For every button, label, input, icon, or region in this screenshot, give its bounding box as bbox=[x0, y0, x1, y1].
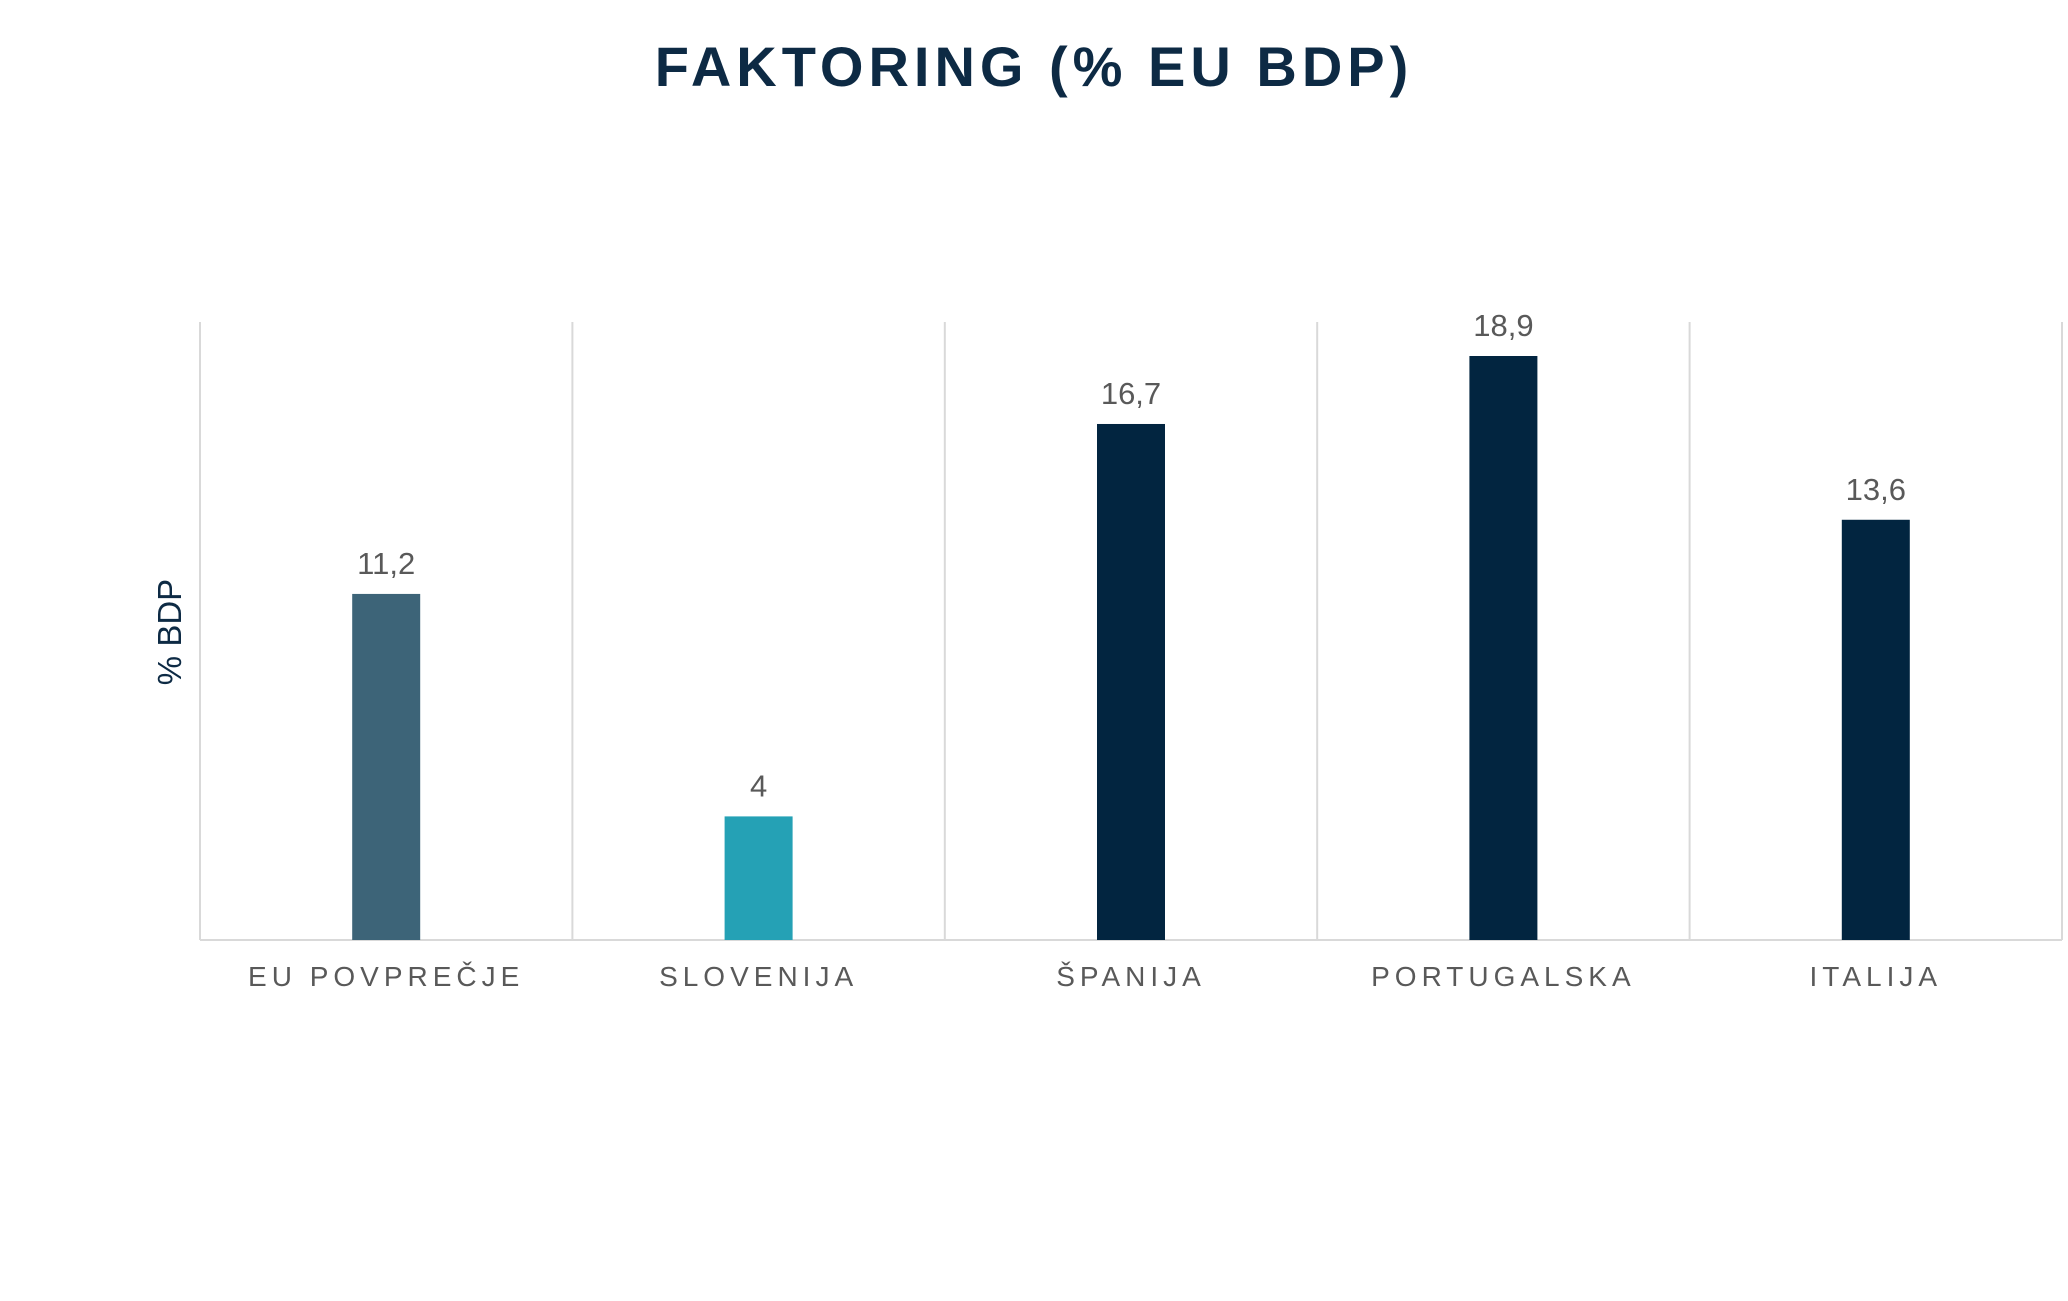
bar bbox=[724, 816, 793, 940]
category-label: ITALIJA bbox=[1810, 961, 1943, 992]
bar bbox=[1841, 519, 1910, 940]
data-label: 4 bbox=[750, 768, 767, 803]
category-label: SLOVENIJA bbox=[659, 961, 858, 992]
bars-group bbox=[352, 356, 1910, 940]
chart-title: FAKTORING (% EU BDP) bbox=[655, 35, 1414, 98]
data-labels-group: 11,2 4 16,7 18,9 13,6 bbox=[357, 308, 1906, 803]
bar bbox=[1097, 423, 1165, 940]
data-label: 13,6 bbox=[1846, 472, 1906, 507]
category-label: ŠPANIJA bbox=[1056, 961, 1206, 992]
bar bbox=[1469, 356, 1538, 940]
y-axis-label: % BDP bbox=[151, 579, 188, 685]
category-label: PORTUGALSKA bbox=[1371, 961, 1636, 992]
data-label: 11,2 bbox=[357, 546, 415, 581]
data-label: 18,9 bbox=[1473, 308, 1533, 343]
data-label: 16,7 bbox=[1101, 376, 1161, 411]
bar bbox=[352, 593, 421, 940]
category-labels-group: EU POVPREČJE SLOVENIJA ŠPANIJA PORTUGALSKA I… bbox=[248, 961, 1943, 992]
category-label: EU POVPREČJE bbox=[248, 961, 524, 992]
